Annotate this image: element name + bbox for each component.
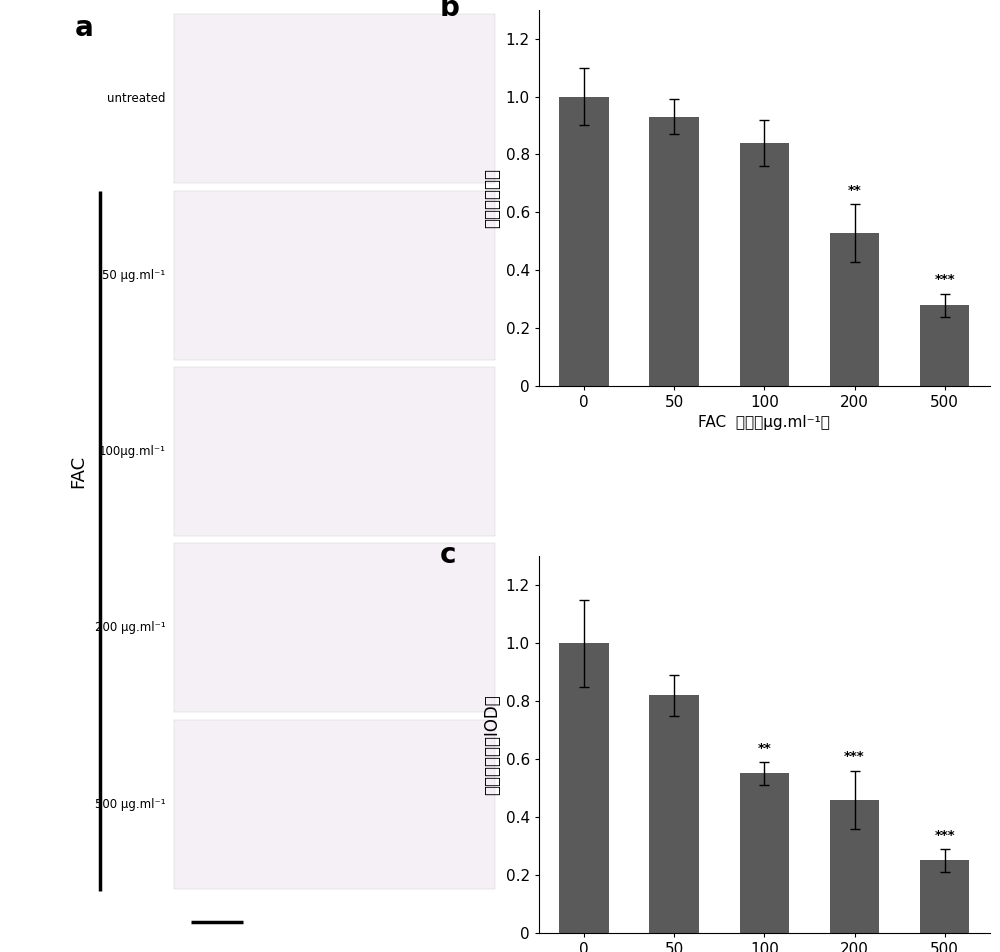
Text: 100μg.ml⁻¹: 100μg.ml⁻¹ bbox=[98, 445, 165, 458]
Text: untreated: untreated bbox=[107, 92, 165, 105]
Text: **: ** bbox=[758, 742, 771, 755]
Bar bbox=[174, 367, 495, 536]
Text: ***: *** bbox=[844, 750, 865, 764]
Text: 200 μg.ml⁻¹: 200 μg.ml⁻¹ bbox=[95, 622, 165, 634]
Bar bbox=[174, 720, 495, 888]
Text: b: b bbox=[440, 0, 459, 23]
Bar bbox=[649, 117, 699, 387]
Text: **: ** bbox=[848, 184, 861, 196]
Bar bbox=[174, 14, 495, 183]
Bar bbox=[740, 143, 789, 387]
Y-axis label: 相对矿化面积: 相对矿化面积 bbox=[483, 168, 501, 228]
Bar bbox=[920, 306, 969, 387]
X-axis label: FAC  浓度（μg.ml⁻¹）: FAC 浓度（μg.ml⁻¹） bbox=[698, 415, 830, 429]
Bar bbox=[649, 695, 699, 933]
Bar bbox=[740, 773, 789, 933]
Text: a: a bbox=[74, 14, 93, 42]
Text: FAC: FAC bbox=[70, 455, 88, 487]
Bar bbox=[559, 643, 609, 933]
Text: c: c bbox=[440, 541, 456, 569]
Bar bbox=[920, 861, 969, 933]
Text: 500 μg.ml⁻¹: 500 μg.ml⁻¹ bbox=[95, 798, 165, 811]
Text: ***: *** bbox=[934, 273, 955, 287]
Bar bbox=[830, 800, 879, 933]
Y-axis label: 相对骨密度（IOD）: 相对骨密度（IOD） bbox=[483, 694, 501, 795]
Text: ***: *** bbox=[934, 828, 955, 842]
Bar bbox=[174, 190, 495, 360]
Text: 50 μg.ml⁻¹: 50 μg.ml⁻¹ bbox=[102, 268, 165, 282]
Bar bbox=[559, 96, 609, 387]
Bar bbox=[174, 544, 495, 712]
Bar bbox=[830, 233, 879, 387]
